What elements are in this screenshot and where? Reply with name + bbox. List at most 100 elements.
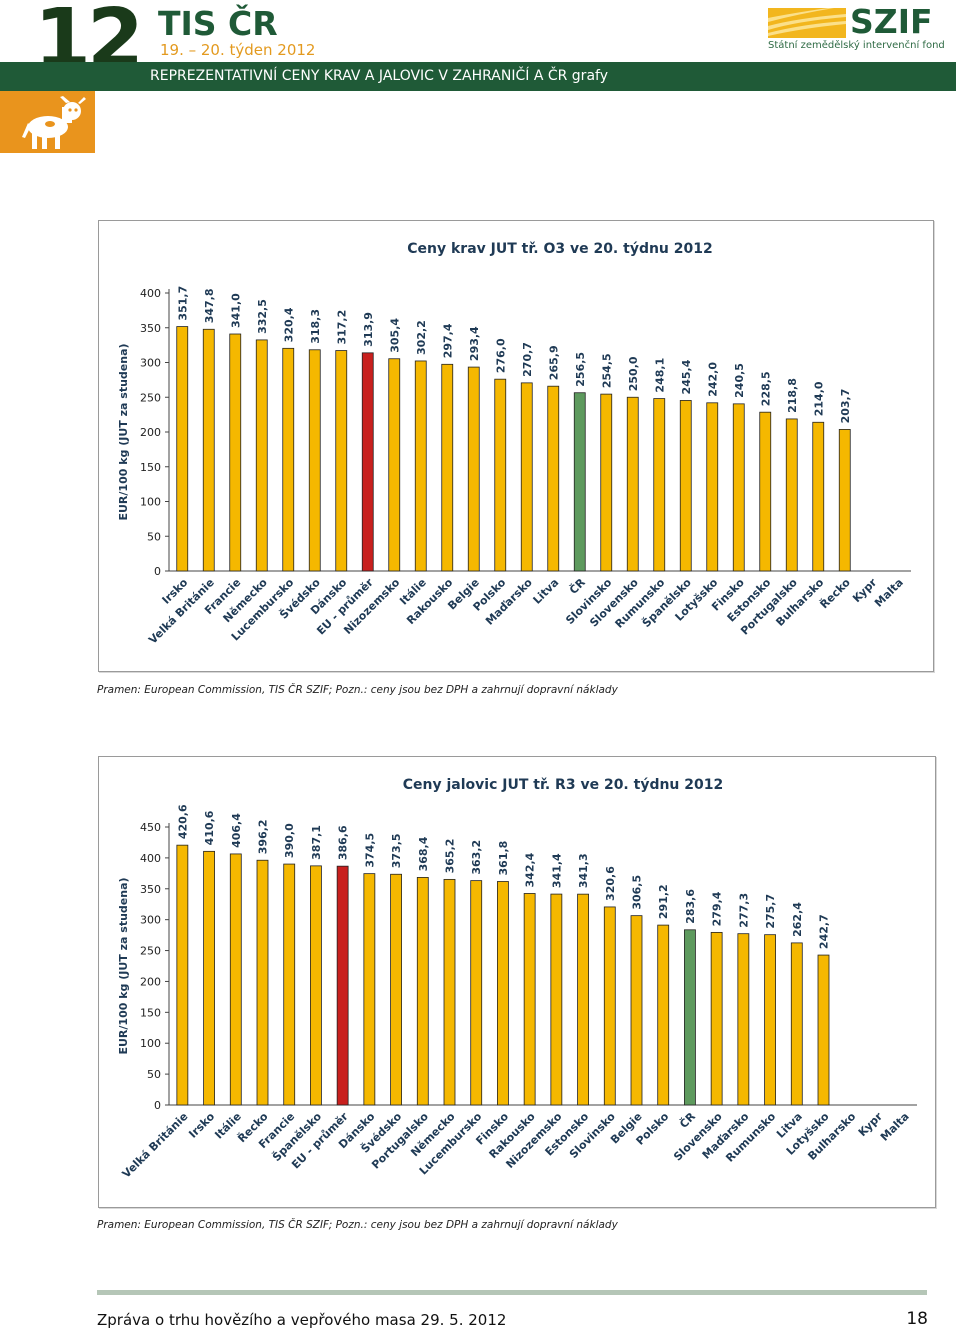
footer-text: Zpráva o trhu hovězího a vepřového masa …: [97, 1311, 507, 1329]
data-label-belgie: 306,5: [631, 875, 644, 910]
data-label-finsko: 240,5: [733, 363, 746, 398]
bar-dansko: [335, 350, 348, 572]
category-label-irsko: Irsko: [186, 1110, 217, 1141]
szif-logo-subtitle: Státní zemědělský intervenční fond: [768, 40, 945, 51]
category-label-malta: Malta: [872, 576, 906, 610]
data-label-irsko: 351,7: [176, 286, 189, 321]
chart-heifers-svg: Ceny jalovic JUT tř. R3 ve 20. týdnu 201…: [117, 777, 917, 1181]
data-label-dansko: 374,5: [363, 833, 376, 868]
bar-polsko: [657, 924, 670, 1106]
y-tick-label: 250: [140, 391, 161, 404]
bar-spanelsko: [679, 400, 692, 572]
data-label-litva: 262,4: [791, 902, 804, 937]
bar-nizozemsko: [388, 358, 401, 572]
page-title: REPREZENTATIVNÍ CENY KRAV A JALOVIC V ZA…: [150, 68, 608, 84]
y-tick-label: 150: [140, 461, 161, 474]
bar-estonsko: [577, 893, 589, 1106]
data-label-cr: 283,6: [684, 889, 697, 924]
bar-bulharsko: [812, 421, 825, 572]
y-tick-label: 300: [140, 357, 161, 370]
y-tick-label: 400: [140, 287, 161, 300]
bar-cr: [684, 929, 696, 1106]
bar-francie: [229, 333, 242, 572]
category-label-cr: ČR: [567, 576, 588, 597]
data-label-estonsko: 228,5: [759, 371, 772, 406]
y-tick-label: 250: [140, 945, 161, 958]
source-note-cows: Pramen: European Commission, TIS ČR SZIF…: [97, 684, 618, 696]
bar-irsko: [203, 850, 215, 1106]
bar-recko: [256, 859, 269, 1106]
szif-logo-text: SZIF: [850, 2, 933, 41]
data-label-slovensko: 279,4: [711, 891, 724, 926]
y-tick-label: 350: [140, 322, 161, 335]
data-label-eu-prumer: 313,9: [362, 312, 375, 347]
bar-lucembursko: [470, 880, 483, 1106]
bar-rakousko: [441, 363, 454, 572]
data-label-rumunsko: 248,1: [653, 358, 666, 393]
data-label-litva: 265,9: [547, 345, 560, 380]
category-label-malta: Malta: [878, 1110, 912, 1144]
chart-cows-svg: Ceny krav JUT tř. O3 ve 20. týdnu 2012 EU…: [117, 241, 911, 647]
category-label-velka-britanie: Velká Británie: [120, 1110, 191, 1181]
bar-belgie: [630, 915, 643, 1106]
y-tick-label: 450: [140, 821, 161, 834]
bar-cr: [573, 392, 586, 572]
chart-cows: Ceny krav JUT tř. O3 ve 20. týdnu 2012 EU…: [98, 220, 934, 672]
data-label-estonsko: 341,3: [577, 853, 590, 888]
category-label-cr: ČR: [677, 1110, 698, 1131]
bar-estonsko: [759, 411, 772, 572]
y-axis-label: EUR/100 kg (JUT za studena): [117, 343, 130, 520]
data-label-velka-britanie: 420,6: [176, 804, 189, 839]
bar-madarsko: [737, 933, 750, 1106]
y-tick-label: 400: [140, 852, 161, 865]
data-label-belgie: 293,4: [468, 326, 481, 361]
bar-irsko: [176, 326, 189, 572]
data-label-lotyssko: 242,7: [818, 914, 831, 949]
bar-eu-prumer: [336, 865, 349, 1106]
data-label-irsko: 410,6: [203, 810, 216, 845]
bar-portugalsko: [416, 877, 429, 1106]
bar-finsko: [732, 403, 745, 572]
bar-slovensko: [710, 931, 723, 1106]
footer-rule: [97, 1290, 927, 1295]
bar-svedsko: [390, 873, 402, 1106]
data-label-rakousko: 297,4: [441, 323, 454, 358]
week-label: 19. – 20. týden 2012: [160, 41, 316, 59]
y-tick-label: 100: [140, 496, 161, 509]
bar-spanelsko: [310, 865, 322, 1106]
bar-velka-britanie: [176, 844, 189, 1106]
bar-litva: [547, 385, 560, 572]
header-band: [0, 62, 956, 91]
data-label-rumunsko: 275,7: [764, 894, 777, 929]
bar-polsko: [494, 378, 507, 572]
bar-finsko: [497, 881, 509, 1106]
source-note-heifers: Pramen: European Commission, TIS ČR SZIF…: [97, 1219, 618, 1231]
data-label-polsko: 276,0: [494, 338, 507, 373]
data-label-rakousko: 342,4: [524, 852, 537, 887]
data-label-portugalsko: 218,8: [786, 378, 799, 413]
category-label-litva: Litva: [531, 576, 562, 607]
data-label-recko: 203,7: [839, 389, 852, 424]
data-label-madarsko: 270,7: [521, 342, 534, 377]
cow-icon: [22, 96, 86, 149]
data-label-lucembursko: 363,2: [470, 840, 483, 875]
data-label-dansko: 317,2: [335, 310, 348, 345]
bar-francie: [283, 863, 296, 1106]
bar-velka-britanie: [202, 328, 215, 572]
data-label-italie: 302,2: [415, 320, 428, 355]
data-label-bulharsko: 214,0: [812, 381, 825, 416]
page-number: 18: [906, 1309, 928, 1329]
y-tick-label: 50: [147, 1068, 161, 1081]
bar-lotyssko: [706, 402, 719, 572]
bar-belgie: [467, 366, 480, 572]
bar-rumunsko: [653, 398, 666, 572]
data-label-eu-prumer: 386,6: [337, 825, 350, 860]
data-label-spanelsko: 245,4: [680, 359, 693, 394]
bar-slovinsko: [603, 906, 616, 1106]
data-label-portugalsko: 368,4: [417, 836, 430, 871]
data-label-finsko: 361,8: [497, 841, 510, 876]
category-label-recko: Řecko: [817, 576, 853, 612]
y-tick-label: 150: [140, 1006, 161, 1019]
bar-litva: [790, 942, 803, 1106]
data-label-slovinsko: 320,6: [604, 866, 617, 901]
